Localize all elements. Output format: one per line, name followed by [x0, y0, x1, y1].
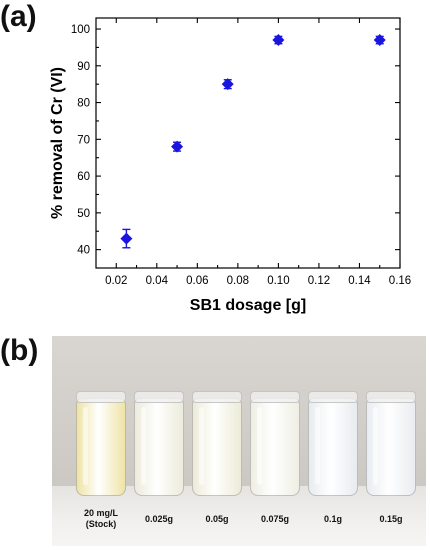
x-tick-label: 0.16 — [389, 275, 411, 287]
vial-rim — [308, 391, 358, 403]
vial-shine — [373, 407, 378, 485]
sample-vial — [308, 391, 358, 496]
y-tick-label: 70 — [77, 134, 90, 146]
vial-rim — [76, 391, 126, 403]
panel-b-label: (b) — [0, 334, 39, 367]
vial-shine — [141, 407, 146, 485]
vial-shine — [315, 407, 320, 485]
sample-vial — [192, 391, 242, 496]
x-tick-label: 0.06 — [186, 275, 208, 287]
sample-vial — [250, 391, 300, 496]
sample-label-line1: 0.1g — [323, 514, 342, 524]
x-axis-title: SB1 dosage [g] — [190, 297, 306, 314]
x-tick-label: 0.04 — [146, 275, 169, 287]
data-point-marker — [373, 34, 386, 47]
vial-rim — [192, 391, 242, 403]
photo-shelf — [52, 486, 426, 546]
sample-label-line1: 0.05g — [205, 514, 229, 524]
chart-axes — [95, 17, 401, 269]
sample-label-line1: 0.075g — [260, 514, 290, 524]
x-ticks: 0.02 0.04 0.06 0.08 0.10 0.12 0.14 0.16 — [105, 18, 411, 287]
x-tick-label: 0.10 — [267, 275, 289, 287]
y-axis-title: % removal of Cr (VI) — [49, 67, 66, 219]
y-tick-label: 100 — [71, 24, 90, 36]
data-point-marker — [171, 140, 184, 153]
sample-label: 0.025g — [128, 514, 190, 525]
sample-vial — [76, 391, 126, 496]
y-ticks: 40 50 60 70 80 90 100 — [71, 24, 400, 257]
sample-label-line1: 20 mg/L — [83, 508, 118, 518]
vial-shine — [83, 407, 88, 485]
vial-shine — [199, 407, 204, 485]
sample-label-line2: (Stock) — [85, 519, 117, 529]
y-tick-label: 60 — [77, 171, 90, 183]
vial-rim — [134, 391, 184, 403]
x-tick-label: 0.02 — [105, 275, 127, 287]
vial-shine — [257, 407, 262, 485]
sample-label-line1: 0.025g — [144, 514, 174, 524]
y-tick-label: 50 — [77, 208, 90, 220]
scatter-chart: 0.02 0.04 0.06 0.08 0.10 0.12 0.14 0.16 40 50 60 7… — [49, 17, 411, 314]
sample-vial — [366, 391, 416, 496]
x-tick-label: 0.12 — [308, 275, 330, 287]
y-tick-label: 40 — [77, 245, 90, 257]
data-point-marker — [120, 232, 133, 245]
sample-label: 0.075g — [244, 514, 306, 525]
vial-photograph: 20 mg/L (Stock) 0.025g 0.05g 0.075g 0.1g 0.15g — [52, 336, 426, 546]
panel-a-label: (a) — [0, 0, 37, 33]
vial-rim — [250, 391, 300, 403]
data-points — [120, 34, 386, 249]
vial-rim — [366, 391, 416, 403]
y-tick-label: 90 — [77, 61, 90, 73]
sample-label: 0.1g — [302, 514, 364, 525]
sample-label: 0.15g — [360, 514, 422, 525]
x-tick-label: 0.14 — [348, 275, 371, 287]
sample-label: 0.05g — [186, 514, 248, 525]
sample-label-line1: 0.15g — [379, 514, 403, 524]
y-tick-label: 80 — [77, 98, 90, 110]
x-tick-label: 0.08 — [227, 275, 249, 287]
plot-frame — [95, 17, 401, 269]
sample-vial — [134, 391, 184, 496]
sample-label: 20 mg/L (Stock) — [70, 508, 132, 530]
data-point-marker — [221, 78, 234, 91]
data-point-marker — [272, 34, 285, 47]
